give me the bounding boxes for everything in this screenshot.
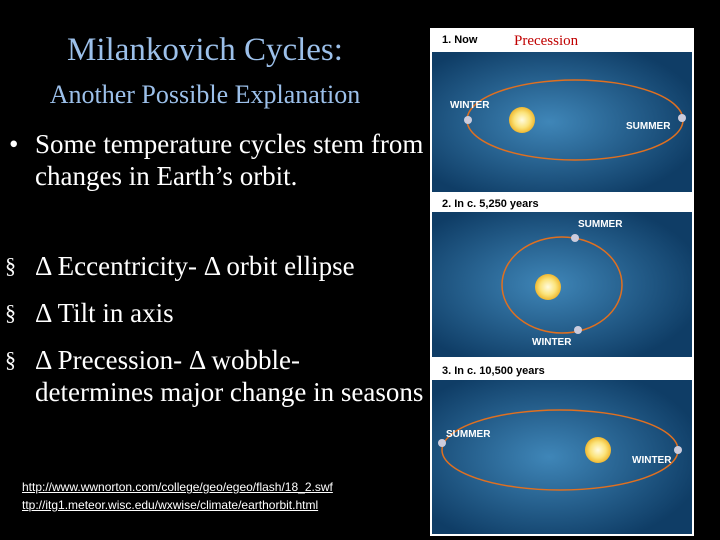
panel-label: 3. In c. 10,500 years bbox=[442, 365, 545, 377]
sun bbox=[535, 274, 561, 300]
link[interactable]: ttp://itg1.meteor.wisc.edu/wxwise/climat… bbox=[22, 498, 319, 512]
sun bbox=[509, 107, 535, 133]
earth bbox=[464, 116, 472, 124]
bullet: Some temperature cycles stem from change… bbox=[9, 128, 425, 192]
earth bbox=[574, 326, 582, 334]
panel bbox=[432, 212, 692, 357]
earth bbox=[438, 439, 446, 447]
link[interactable]: http://www.wwnorton.com/college/geo/egeo… bbox=[22, 480, 333, 494]
earth bbox=[678, 114, 686, 122]
sub-bullet: Δ Precession- Δ wobble- determines major… bbox=[5, 344, 425, 408]
panel bbox=[432, 380, 692, 534]
panel-label: 2. In c. 5,250 years bbox=[442, 198, 539, 210]
season-label: WINTER bbox=[450, 100, 490, 111]
subtitle: Another Possible Explanation bbox=[49, 80, 361, 109]
panel bbox=[432, 52, 692, 192]
season-label: WINTER bbox=[532, 337, 572, 348]
earth bbox=[674, 446, 682, 454]
panel-label: 1. Now bbox=[442, 34, 478, 46]
figure-title: Precession bbox=[514, 33, 579, 49]
season-label: SUMMER bbox=[626, 121, 671, 132]
title: Milankovich Cycles: bbox=[67, 32, 343, 68]
season-label: WINTER bbox=[632, 455, 672, 466]
season-label: SUMMER bbox=[446, 429, 491, 440]
season-label: SUMMER bbox=[578, 219, 623, 230]
sun bbox=[585, 437, 611, 463]
sub-bullet: Δ Tilt in axis bbox=[5, 297, 425, 329]
sub-bullet: Δ Eccentricity- Δ orbit ellipse bbox=[5, 250, 425, 282]
earth bbox=[571, 234, 579, 242]
orbit bbox=[501, 236, 623, 334]
